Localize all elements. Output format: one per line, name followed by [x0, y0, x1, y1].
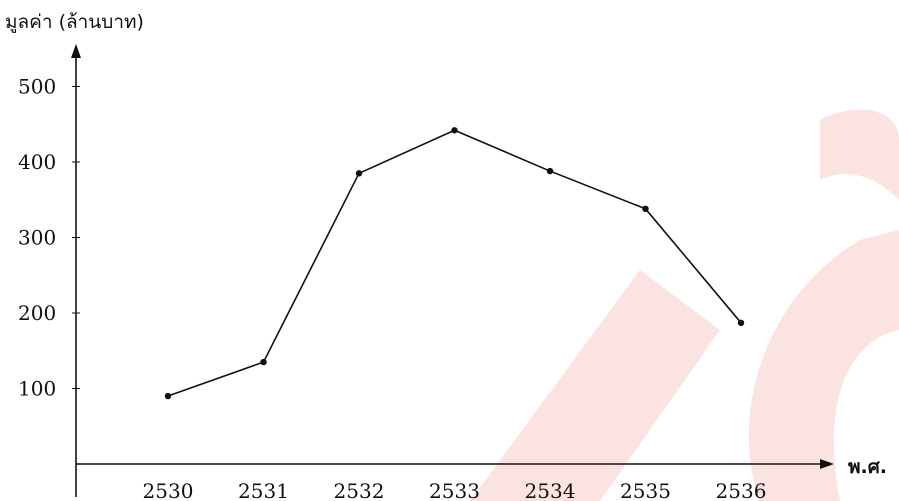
data-point	[355, 170, 363, 177]
y-tick-label: 500	[18, 75, 56, 99]
y-axis-arrow	[71, 44, 81, 58]
x-axis-label: พ.ศ.	[848, 456, 887, 478]
x-ticks: 2530 2531 2532 2533 2534 2535 2536	[143, 479, 767, 501]
x-tick-label: 2532	[334, 479, 385, 501]
y-tick-label: 400	[18, 150, 56, 174]
x-tick-label: 2533	[429, 479, 480, 501]
data-point	[260, 358, 267, 366]
data-point	[642, 205, 649, 213]
x-axis-arrow	[820, 459, 834, 469]
watermark	[470, 109, 899, 501]
series	[164, 127, 745, 400]
axes	[71, 44, 834, 497]
y-tick-label: 300	[18, 226, 56, 250]
x-tick-label: 2531	[238, 479, 289, 501]
data-point	[546, 167, 554, 175]
x-tick-label: 2534	[525, 479, 576, 501]
x-tick-label: 2535	[620, 479, 671, 501]
data-point	[451, 127, 458, 134]
x-tick-label: 2530	[143, 479, 194, 501]
y-ticks: 100 200 300 400 500	[18, 75, 80, 401]
y-axis-label: มูลค่า (ล้านบาท)	[5, 11, 144, 33]
data-point	[164, 392, 172, 400]
y-tick-label: 200	[18, 301, 56, 325]
x-tick-label: 2536	[716, 479, 767, 501]
y-tick-label: 100	[18, 377, 56, 401]
data-point	[737, 319, 745, 327]
